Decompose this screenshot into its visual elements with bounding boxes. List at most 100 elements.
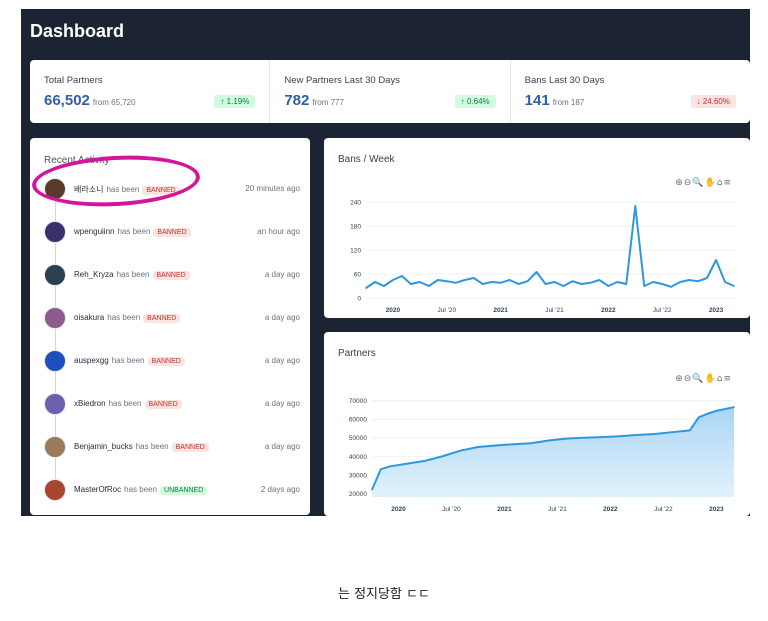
activity-item[interactable]: xBiedron has been BANNED a day ago	[44, 393, 300, 417]
activity-text: auspexgg has been BANNED	[74, 356, 185, 366]
y-tick-label: 70000	[349, 398, 367, 405]
y-tick-label: 120	[350, 248, 361, 255]
activity-item[interactable]: auspexgg has been BANNED a day ago	[44, 350, 300, 374]
data-point	[517, 283, 520, 285]
data-point	[671, 431, 673, 433]
timeline-line	[55, 186, 56, 486]
recent-activity-card: Recent Activity 배라소니 has been BANNED 20 min…	[30, 138, 310, 515]
data-point	[463, 279, 466, 281]
stat-label: Bans Last 30 Days	[524, 75, 605, 86]
activity-item[interactable]: 배라소니 has been BANNED 20 minutes ago	[44, 178, 300, 202]
chart-toolbar[interactable]: ⊕⊖🔍✋⌂≡	[675, 374, 732, 384]
data-point	[437, 279, 439, 281]
data-point	[706, 277, 708, 279]
data-point	[428, 285, 430, 287]
activity-item[interactable]: Reh_Kryza has been BANNED a day ago	[44, 264, 300, 288]
activity-item[interactable]: oisakura has been BANNED a day ago	[44, 307, 300, 331]
change-badge: ↓ 24.60%	[690, 95, 736, 108]
data-point	[571, 280, 574, 282]
stat-label: New Partners Last 30 Days	[284, 75, 400, 86]
stat-from: from 65,720	[92, 98, 136, 107]
data-point	[526, 280, 529, 282]
x-tick-label: Jul '22	[653, 307, 672, 314]
data-point	[618, 435, 621, 438]
data-point	[643, 285, 646, 287]
chart-toolbar[interactable]: ⊕⊖🔍✋⌂≡	[675, 178, 732, 188]
data-point	[697, 416, 700, 419]
data-point	[388, 465, 391, 468]
has-been-text: has been	[106, 185, 140, 194]
status-badge: BANNED	[144, 400, 182, 409]
data-point	[392, 279, 394, 281]
change-badge: ↑ 0.64%	[454, 95, 496, 108]
data-point	[530, 442, 532, 445]
avatar	[44, 178, 66, 200]
stat-value: 66,502 from 65,720	[44, 92, 136, 109]
stat-from: from 777	[312, 98, 344, 107]
stat-from: from 187	[552, 98, 585, 107]
data-point	[508, 279, 511, 281]
status-badge: UNBANNED	[160, 486, 208, 495]
activity-item[interactable]: Benjamin_bucks has been BANNED a day ago	[44, 436, 300, 460]
has-been-text: has been	[117, 227, 151, 236]
activity-text: Reh_Kryza has been BANNED	[74, 270, 190, 280]
x-tick-label: 2022	[601, 307, 616, 314]
data-point	[419, 281, 421, 283]
has-been-text: has been	[116, 270, 150, 279]
y-tick-label: 180	[350, 224, 361, 231]
username[interactable]: xBiedron	[74, 399, 106, 408]
activity-text: Benjamin_bucks has been BANNED	[74, 442, 209, 452]
username[interactable]: wpenguiinn	[74, 227, 115, 236]
data-point	[733, 406, 735, 408]
data-point	[625, 283, 628, 285]
activity-title: Recent Activity	[44, 155, 110, 166]
has-been-text: has been	[124, 485, 158, 494]
x-tick-label: Jul '22	[654, 506, 673, 513]
username[interactable]: 배라소니	[74, 185, 104, 194]
data-point	[490, 281, 493, 283]
activity-time: a day ago	[264, 442, 300, 451]
data-point	[653, 433, 656, 435]
stat-new-partners: New Partners Last 30 Days 782 from 777 ↑ …	[270, 60, 511, 123]
caption-text: 는 정지당함 ㄷㄷ	[338, 587, 430, 602]
data-point	[441, 455, 444, 458]
activity-item[interactable]: MasterOfRoc has been UNBANNED 2 days ago	[44, 479, 300, 503]
data-point	[583, 436, 585, 439]
activity-text: xBiedron has been BANNED	[74, 399, 182, 409]
data-point	[616, 281, 619, 283]
activity-text: wpenguiinn has been BANNED	[74, 227, 191, 237]
bans-week-card: Bans / Week ⊕⊖🔍✋⌂≡ 0 60 120 180 240 2020 Jul '…	[324, 138, 750, 318]
x-tick-label: Jul '21	[548, 506, 567, 513]
chart-title: Bans / Week	[338, 154, 395, 165]
data-point	[365, 287, 367, 289]
data-point	[652, 281, 655, 283]
data-point	[670, 286, 672, 288]
area-fill	[372, 407, 734, 497]
x-tick-label: Jul '20	[442, 506, 461, 513]
data-point	[679, 281, 681, 283]
activity-item[interactable]: wpenguiinn has been BANNED an hour ago	[44, 221, 300, 245]
x-tick-label: Jul '21	[545, 307, 564, 314]
status-badge: BANNED	[142, 186, 180, 195]
username[interactable]: MasterOfRoc	[74, 485, 122, 494]
data-point	[544, 283, 547, 285]
stat-value: 782 from 777	[284, 92, 344, 109]
data-point	[636, 434, 638, 436]
data-point	[512, 443, 515, 446]
stat-total-partners: Total Partners 66,502 from 65,720 ↑ 1.19%	[30, 60, 271, 123]
x-tick-label: 2021	[497, 506, 512, 513]
username[interactable]: oisakura	[74, 313, 105, 322]
data-point	[494, 444, 497, 447]
data-point	[706, 412, 709, 415]
data-point	[499, 282, 502, 284]
y-tick-label: 240	[350, 200, 361, 207]
avatar	[44, 393, 66, 415]
data-point	[688, 279, 690, 281]
username[interactable]: Reh_Kryza	[74, 270, 114, 279]
username[interactable]: auspexgg	[74, 356, 109, 365]
x-tick-label: 2020	[386, 307, 401, 314]
stat-bans: Bans Last 30 Days 141 from 187 ↓ 24.60%	[511, 60, 750, 123]
has-been-text: has been	[135, 442, 169, 451]
data-point	[724, 408, 726, 410]
username[interactable]: Benjamin_bucks	[74, 442, 133, 451]
